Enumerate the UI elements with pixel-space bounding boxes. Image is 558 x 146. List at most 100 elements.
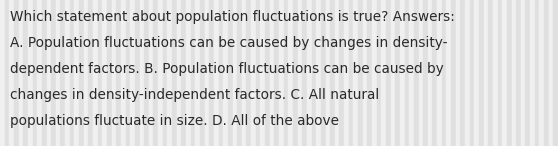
Bar bbox=[37, 0, 42, 146]
Bar bbox=[42, 0, 46, 146]
Bar bbox=[330, 0, 335, 146]
Bar bbox=[451, 0, 456, 146]
Bar bbox=[544, 0, 549, 146]
Bar bbox=[256, 0, 261, 146]
Bar bbox=[116, 0, 121, 146]
Bar bbox=[535, 0, 540, 146]
Bar bbox=[32, 0, 37, 146]
Bar bbox=[167, 0, 172, 146]
Bar bbox=[554, 0, 558, 146]
Bar bbox=[149, 0, 153, 146]
Text: Which statement about population fluctuations is true? Answers:: Which statement about population fluctua… bbox=[10, 10, 455, 24]
Bar bbox=[372, 0, 377, 146]
Bar bbox=[219, 0, 223, 146]
Bar bbox=[228, 0, 233, 146]
Bar bbox=[428, 0, 432, 146]
Bar bbox=[418, 0, 423, 146]
Bar bbox=[84, 0, 88, 146]
Bar bbox=[470, 0, 474, 146]
Bar bbox=[181, 0, 186, 146]
Bar bbox=[540, 0, 544, 146]
Bar bbox=[209, 0, 214, 146]
Bar bbox=[400, 0, 405, 146]
Bar bbox=[307, 0, 311, 146]
Bar bbox=[344, 0, 349, 146]
Bar bbox=[140, 0, 144, 146]
Bar bbox=[502, 0, 507, 146]
Bar bbox=[479, 0, 484, 146]
Bar bbox=[28, 0, 32, 146]
Bar bbox=[395, 0, 400, 146]
Bar bbox=[512, 0, 516, 146]
Bar bbox=[507, 0, 512, 146]
Bar bbox=[135, 0, 140, 146]
Bar bbox=[498, 0, 502, 146]
Bar bbox=[465, 0, 470, 146]
Bar bbox=[265, 0, 270, 146]
Bar bbox=[223, 0, 228, 146]
Bar bbox=[493, 0, 498, 146]
Bar bbox=[191, 0, 195, 146]
Bar bbox=[405, 0, 409, 146]
Bar bbox=[474, 0, 479, 146]
Bar bbox=[339, 0, 344, 146]
Bar bbox=[270, 0, 275, 146]
Bar bbox=[172, 0, 177, 146]
Bar bbox=[432, 0, 437, 146]
Bar bbox=[442, 0, 446, 146]
Text: dependent factors. B. Population fluctuations can be caused by: dependent factors. B. Population fluctua… bbox=[10, 62, 444, 76]
Bar bbox=[261, 0, 265, 146]
Bar bbox=[381, 0, 386, 146]
Bar bbox=[195, 0, 200, 146]
Bar bbox=[60, 0, 65, 146]
Bar bbox=[186, 0, 191, 146]
Bar bbox=[70, 0, 74, 146]
Bar bbox=[126, 0, 130, 146]
Bar bbox=[242, 0, 247, 146]
Bar bbox=[526, 0, 530, 146]
Bar bbox=[144, 0, 149, 146]
Bar bbox=[102, 0, 107, 146]
Bar bbox=[386, 0, 391, 146]
Bar bbox=[437, 0, 442, 146]
Bar bbox=[460, 0, 465, 146]
Bar bbox=[283, 0, 288, 146]
Bar bbox=[158, 0, 163, 146]
Bar bbox=[65, 0, 70, 146]
Bar bbox=[363, 0, 367, 146]
Bar bbox=[79, 0, 84, 146]
Bar bbox=[423, 0, 428, 146]
Bar bbox=[9, 0, 14, 146]
Bar bbox=[23, 0, 28, 146]
Bar bbox=[409, 0, 414, 146]
Bar bbox=[367, 0, 372, 146]
Bar bbox=[56, 0, 60, 146]
Text: changes in density-independent factors. C. All natural: changes in density-independent factors. … bbox=[10, 88, 379, 102]
Bar bbox=[4, 0, 9, 146]
Bar bbox=[325, 0, 330, 146]
Bar bbox=[0, 0, 4, 146]
Bar bbox=[14, 0, 18, 146]
Bar bbox=[484, 0, 488, 146]
Bar bbox=[233, 0, 237, 146]
Bar bbox=[279, 0, 283, 146]
Bar bbox=[163, 0, 167, 146]
Bar bbox=[74, 0, 79, 146]
Bar bbox=[358, 0, 363, 146]
Bar bbox=[521, 0, 526, 146]
Bar bbox=[321, 0, 325, 146]
Bar bbox=[311, 0, 316, 146]
Bar bbox=[98, 0, 102, 146]
Bar bbox=[130, 0, 135, 146]
Bar bbox=[177, 0, 181, 146]
Bar bbox=[349, 0, 353, 146]
Bar bbox=[353, 0, 358, 146]
Bar bbox=[297, 0, 302, 146]
Bar bbox=[251, 0, 256, 146]
Bar bbox=[107, 0, 112, 146]
Bar bbox=[288, 0, 293, 146]
Bar bbox=[335, 0, 339, 146]
Bar bbox=[414, 0, 418, 146]
Bar bbox=[377, 0, 381, 146]
Bar bbox=[293, 0, 297, 146]
